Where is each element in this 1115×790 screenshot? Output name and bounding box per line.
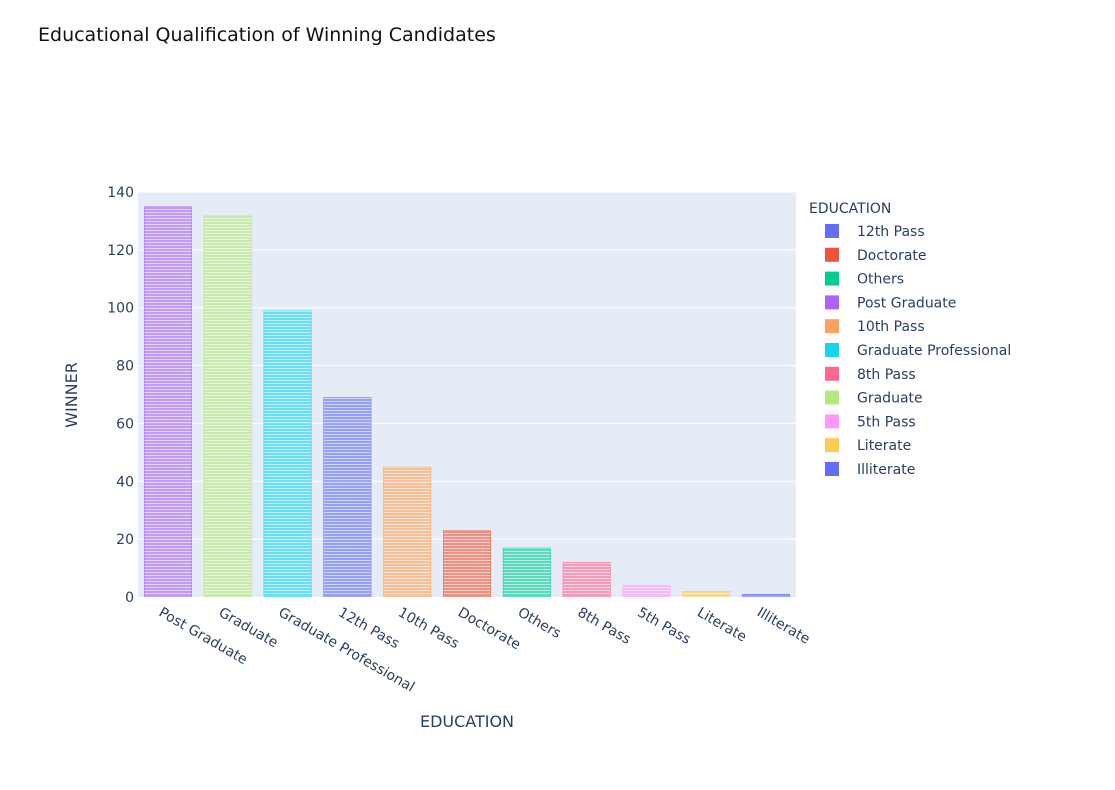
- x-tick-label: Others: [515, 605, 564, 642]
- bar-graduate-professional[interactable]: [263, 310, 312, 597]
- bar-12th-pass[interactable]: [323, 397, 372, 597]
- bar-post-graduate[interactable]: [143, 206, 192, 597]
- legend-item-5th-pass[interactable]: 5th Pass: [825, 414, 916, 430]
- legend-item-others[interactable]: Others: [825, 271, 904, 288]
- legend-label: 10th Pass: [857, 319, 925, 335]
- x-tick-label: 8th Pass: [575, 605, 634, 648]
- legend-swatch: [825, 390, 839, 405]
- y-axis-title: WINNER: [62, 362, 81, 428]
- bar-graduate[interactable]: [203, 215, 252, 597]
- legend-swatch: [825, 366, 839, 381]
- legend-label: 5th Pass: [857, 414, 916, 430]
- x-tick-label: Literate: [694, 605, 749, 646]
- legend-swatch: [825, 224, 839, 238]
- y-tick-label: 80: [116, 359, 134, 375]
- bar-literate[interactable]: [682, 591, 731, 598]
- legend-title: EDUCATION: [809, 201, 891, 217]
- legend-item-12th-pass[interactable]: 12th Pass: [825, 224, 925, 240]
- bar-others[interactable]: [502, 547, 551, 597]
- y-tick-label: 20: [116, 532, 134, 548]
- legend-item-doctorate[interactable]: Doctorate: [825, 248, 927, 264]
- y-tick-label: 0: [125, 590, 134, 606]
- y-tick-label: 140: [107, 185, 134, 201]
- bar-illiterate[interactable]: [742, 594, 791, 597]
- y-tick-label: 120: [107, 243, 134, 259]
- legend-label: 12th Pass: [857, 224, 925, 240]
- x-tick-label: Doctorate: [455, 605, 523, 654]
- y-tick-label: 40: [116, 474, 134, 490]
- legend-item-illiterate[interactable]: Illiterate: [825, 462, 915, 478]
- y-tick-label: 100: [107, 301, 134, 317]
- legend-swatch: [825, 295, 839, 310]
- legend-label: Doctorate: [857, 248, 927, 264]
- legend-item-10th-pass[interactable]: 10th Pass: [825, 319, 925, 335]
- legend-item-literate[interactable]: Literate: [825, 438, 911, 454]
- chart-title: Educational Qualification of Winning Can…: [38, 24, 496, 46]
- legend-item-graduate-professional[interactable]: Graduate Professional: [825, 343, 1011, 359]
- bar-10th-pass[interactable]: [383, 466, 432, 598]
- legend-label: 8th Pass: [857, 367, 916, 383]
- legend-label: Graduate: [857, 391, 923, 407]
- y-axis-ticks: 0 20 40 60 80 100 120 140: [107, 185, 134, 606]
- bars: [143, 206, 791, 598]
- legend-swatch: [825, 414, 839, 429]
- legend-swatch: [825, 343, 839, 357]
- bar-doctorate[interactable]: [443, 530, 491, 598]
- legend-swatch: [825, 271, 839, 286]
- legend-label: Others: [857, 272, 904, 288]
- x-tick-label: Illiterate: [754, 605, 813, 648]
- legend-label: Graduate Professional: [857, 343, 1011, 359]
- legend-swatch: [825, 462, 839, 476]
- legend-swatch: [825, 319, 839, 334]
- bar-8th-pass[interactable]: [562, 562, 611, 597]
- legend-item-graduate[interactable]: Graduate: [825, 390, 923, 407]
- legend-items[interactable]: 12th Pass Doctorate Others Post Graduate 10t…: [825, 224, 1011, 478]
- legend-item-8th-pass[interactable]: 8th Pass: [825, 366, 916, 383]
- bar-5th-pass[interactable]: [622, 585, 671, 598]
- legend-item-post-graduate[interactable]: Post Graduate: [825, 295, 956, 311]
- legend-label: Illiterate: [857, 462, 915, 478]
- legend[interactable]: EDUCATION 12th Pass Doctorate Others Post G…: [809, 201, 1011, 478]
- legend-label: Literate: [857, 438, 911, 454]
- x-tick-label: 10th Pass: [395, 605, 462, 653]
- x-tick-label: 5th Pass: [634, 605, 693, 648]
- legend-swatch: [825, 247, 839, 262]
- x-axis-title: EDUCATION: [420, 712, 514, 731]
- y-tick-label: 60: [116, 416, 134, 432]
- legend-label: Post Graduate: [857, 295, 956, 311]
- legend-swatch: [825, 438, 839, 453]
